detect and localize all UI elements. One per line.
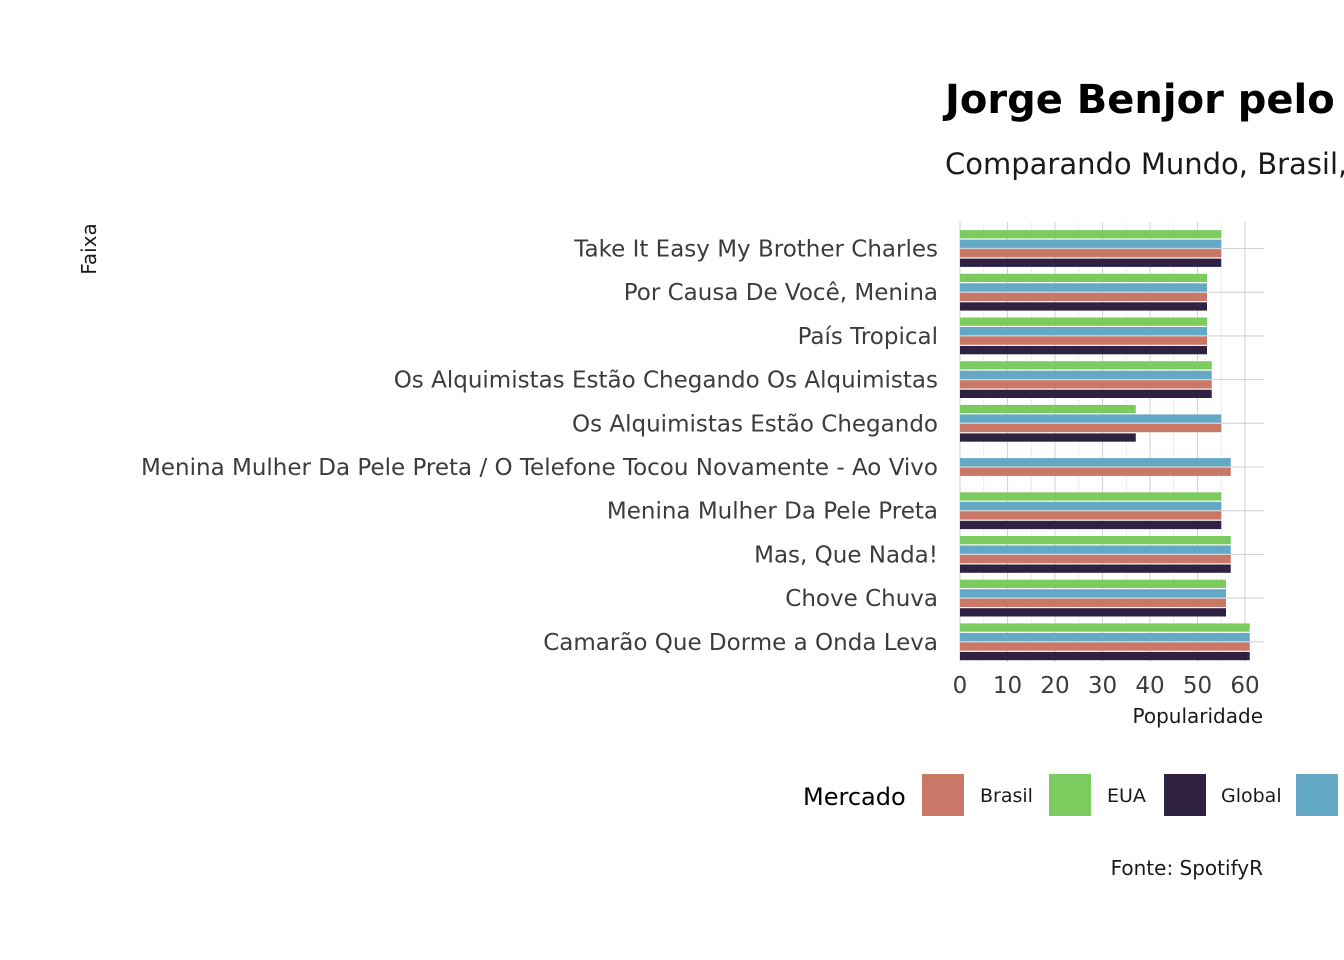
bar — [960, 467, 1231, 476]
bar — [960, 414, 1222, 423]
bar — [960, 283, 1207, 292]
bar — [960, 458, 1231, 467]
x-tick-label: 20 — [1040, 673, 1069, 699]
bar — [960, 336, 1207, 345]
category-label: Take It Easy My Brother Charles — [573, 237, 938, 263]
bar — [960, 564, 1231, 573]
bar — [960, 545, 1231, 554]
bar — [960, 249, 1222, 258]
bar — [960, 433, 1136, 442]
legend: Brasil EUA Global — [922, 774, 1338, 816]
legend-label: Global — [1221, 785, 1282, 807]
category-label: Menina Mulher Da Pele Preta / O Telefone… — [141, 455, 938, 481]
bar — [960, 273, 1207, 283]
chart-title: Jorge Benjor pelo M — [942, 77, 1344, 123]
x-tick-label: 30 — [1088, 673, 1117, 699]
x-axis-title: Popularidade — [1133, 704, 1264, 728]
bar — [960, 555, 1231, 564]
bar — [960, 511, 1222, 520]
bar — [960, 579, 1226, 588]
bar — [960, 492, 1222, 501]
legend-key — [1164, 774, 1206, 816]
bar — [960, 302, 1207, 311]
category-label: Os Alquimistas Estão Chegando — [572, 411, 938, 437]
bar — [960, 389, 1212, 398]
category-label: País Tropical — [798, 324, 938, 350]
bar — [960, 327, 1207, 336]
x-tick-label: 40 — [1135, 673, 1164, 699]
bar — [960, 258, 1222, 267]
legend-key — [1296, 774, 1338, 816]
bar — [960, 536, 1231, 545]
legend-label: EUA — [1107, 785, 1146, 807]
bar — [960, 404, 1136, 414]
bar — [960, 346, 1207, 355]
bar — [960, 589, 1226, 598]
bars — [960, 230, 1250, 661]
bar — [960, 230, 1222, 239]
bar — [960, 423, 1222, 433]
chart-subtitle: Comparando Mundo, Brasil, — [945, 147, 1344, 181]
bar — [960, 623, 1250, 632]
bar — [960, 380, 1212, 389]
bar — [960, 520, 1222, 530]
x-tick-label: 0 — [953, 673, 968, 699]
x-tick-labels: 0 10 20 30 40 50 60 — [953, 673, 1260, 699]
x-tick-label: 10 — [993, 673, 1022, 699]
legend-key — [1049, 774, 1091, 816]
bar — [960, 361, 1212, 370]
category-label: Menina Mulher Da Pele Preta — [607, 499, 938, 525]
legend-title: Mercado — [803, 783, 906, 811]
legend-label: Brasil — [980, 785, 1033, 807]
bar — [960, 598, 1226, 607]
bar — [960, 651, 1250, 661]
category-label: Os Alquimistas Estão Chegando Os Alquimi… — [394, 368, 938, 394]
x-tick-label: 60 — [1230, 673, 1259, 699]
caption: Fonte: SpotifyR — [1111, 856, 1263, 880]
category-label: Mas, Que Nada! — [754, 542, 938, 568]
bar — [960, 642, 1250, 651]
bar — [960, 501, 1222, 511]
category-label: Camarão Que Dorme a Onda Leva — [543, 630, 938, 656]
bar — [960, 608, 1226, 617]
bar — [960, 317, 1207, 326]
legend-key — [922, 774, 964, 816]
bar — [960, 292, 1207, 302]
category-label: Chove Chuva — [785, 586, 938, 612]
bar — [960, 632, 1250, 642]
bar — [960, 370, 1212, 379]
x-tick-label: 50 — [1183, 673, 1212, 699]
y-axis-title: Faixa — [77, 223, 101, 275]
bar — [960, 239, 1222, 248]
category-labels: Take It Easy My Brother Charles Por Causa… — [141, 237, 938, 656]
category-label: Por Causa De Você, Menina — [624, 280, 938, 306]
